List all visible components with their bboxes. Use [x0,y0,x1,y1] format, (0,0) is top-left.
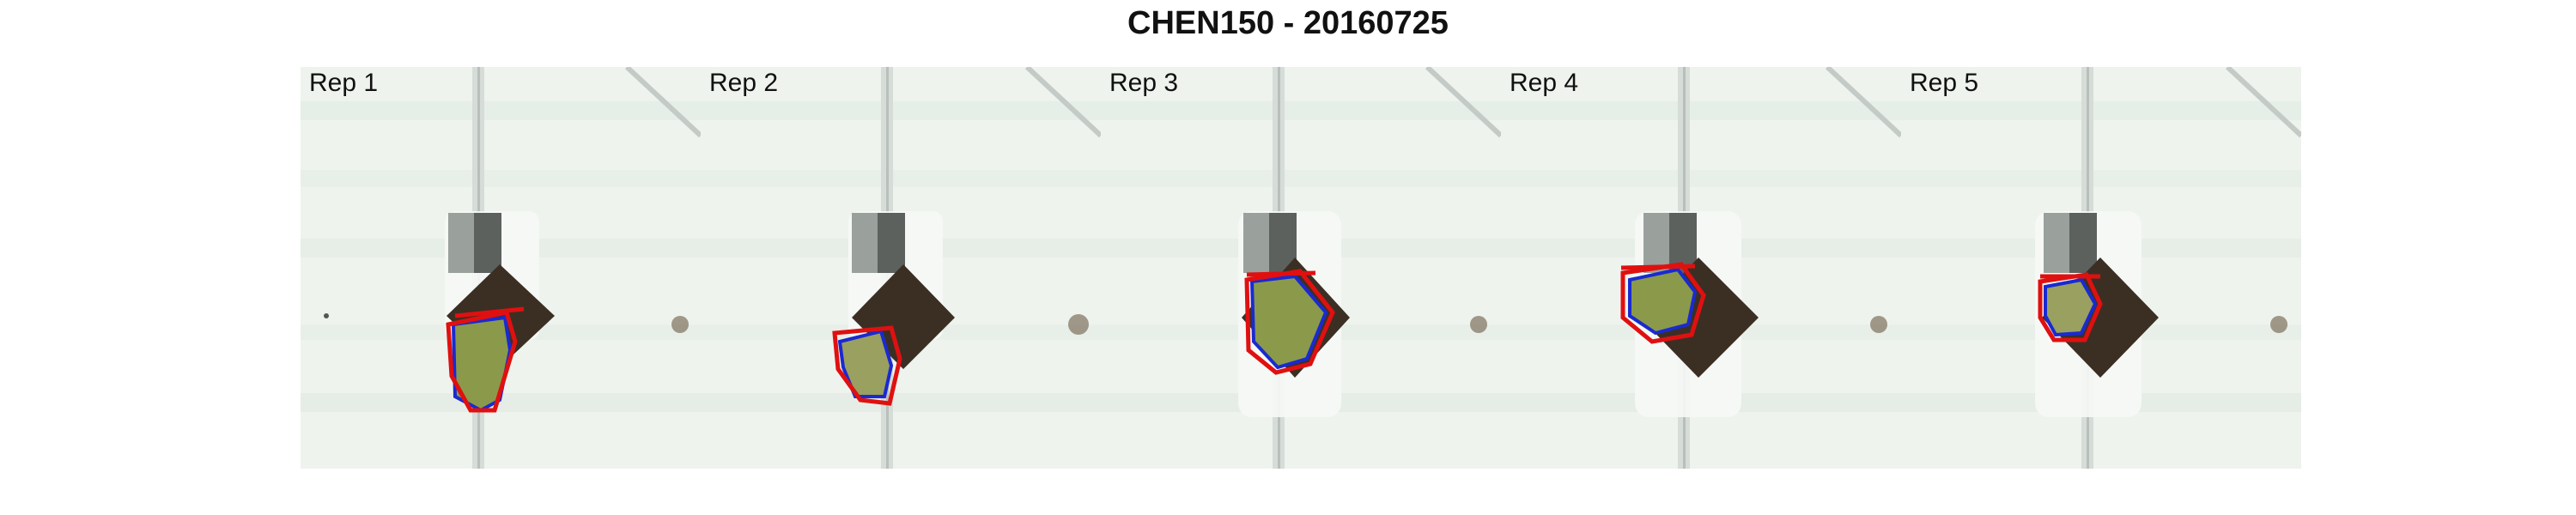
rep-label: Rep 2 [709,69,779,97]
rep-label: Rep 1 [309,69,379,97]
rep-label: Rep 4 [1510,69,1579,97]
rep-panel-4: Rep 4 [1501,67,1901,469]
rep-panel-5: Rep 5 [1901,67,2301,469]
plant-photo [701,67,1101,469]
rep-panel-3: Rep 3 [1101,67,1501,469]
plant-photo [1901,67,2301,469]
rep-panel-1: Rep 1 [301,67,701,469]
rep-panel-2: Rep 2 [701,67,1101,469]
figure-title: CHEN150 - 20160725 [1127,5,1449,41]
plant-photo [1501,67,1901,469]
plant-photo [301,67,701,469]
rep-label: Rep 3 [1109,69,1179,97]
rep-label: Rep 5 [1910,69,1979,97]
plant-photo [1101,67,1501,469]
